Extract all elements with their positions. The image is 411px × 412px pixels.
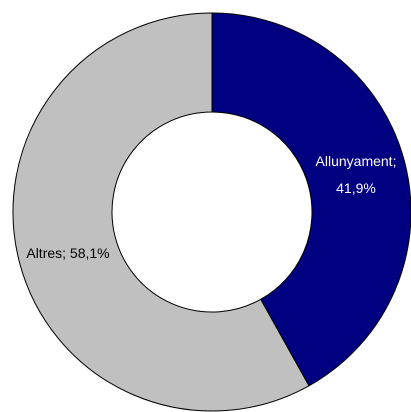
donut-segment: [12, 12, 310, 412]
data-label: Altres; 58,1%: [26, 245, 110, 261]
donut-segment: [211, 12, 411, 387]
data-label: Allunyament; 41,9%: [315, 153, 397, 196]
